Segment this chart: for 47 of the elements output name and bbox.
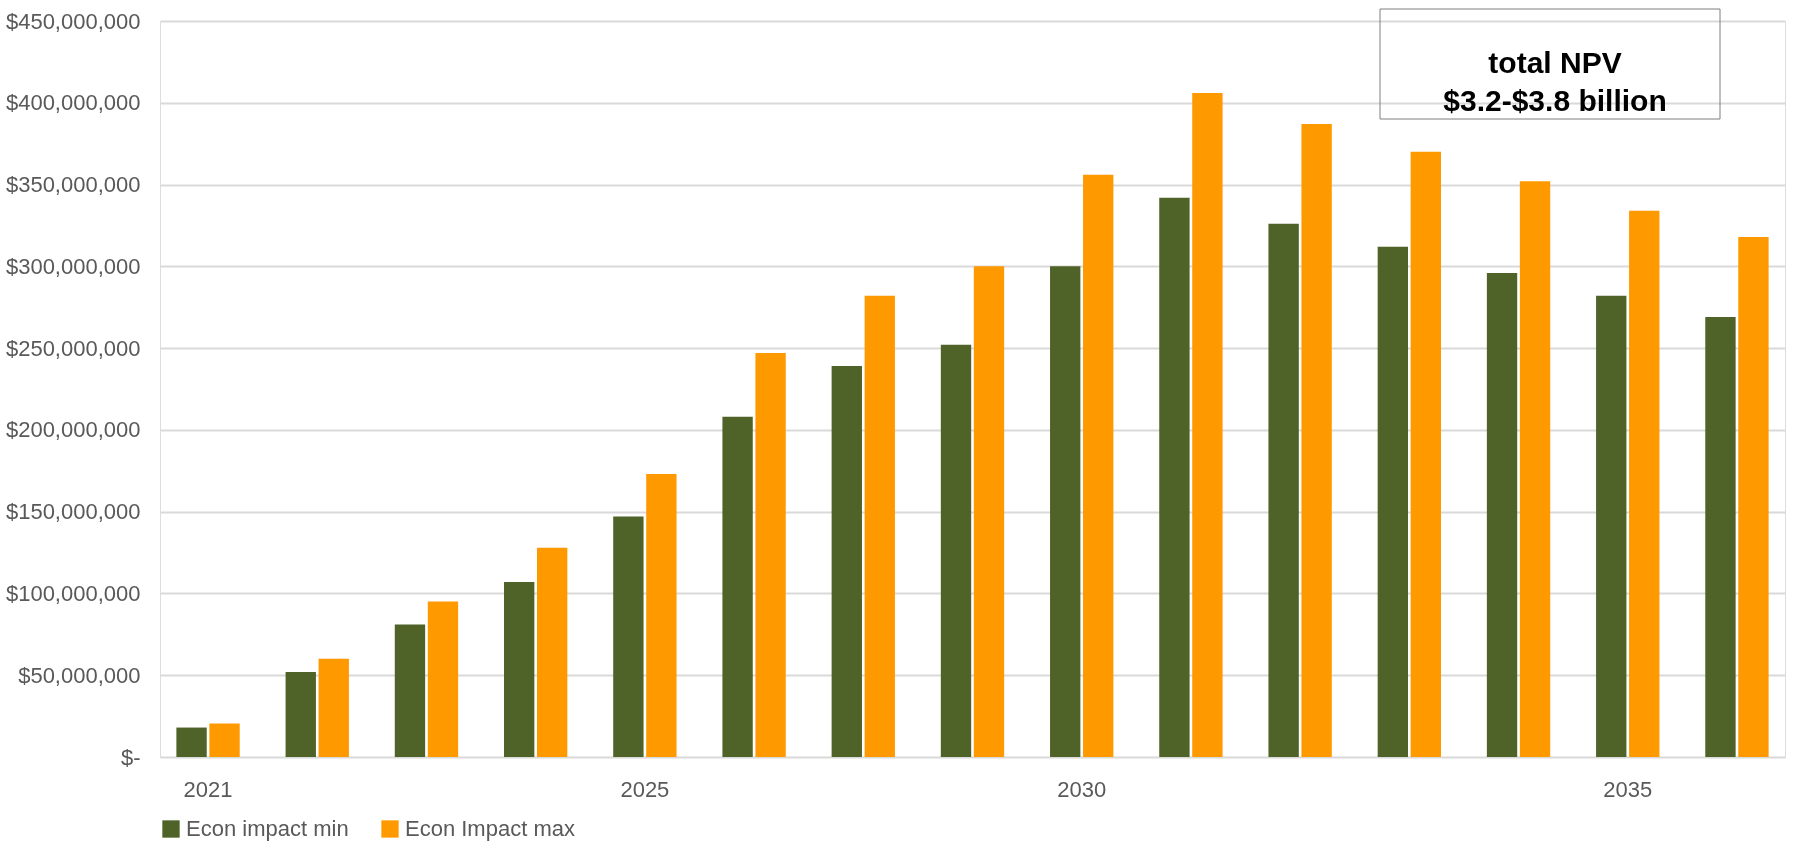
y-tick-label: $100,000,000 [5,580,141,606]
y-tick-label: $250,000,000 [5,335,141,361]
bar [1629,210,1660,757]
bar [646,474,677,757]
bar [394,624,426,757]
bar [176,727,207,757]
x-tick-label: 2025 [620,776,670,802]
bar [613,516,644,757]
bar [536,547,568,757]
y-tick-label: $200,000,000 [5,417,141,443]
x-tick-label: 2030 [1057,776,1107,802]
bar [1050,266,1081,757]
x-tick-label: 2021 [183,776,233,802]
y-tick-label: $400,000,000 [5,90,141,116]
bar [427,601,459,757]
y-tick-label: $150,000,000 [5,499,141,525]
bar [1377,246,1409,757]
bar [755,353,786,757]
bar [864,295,895,757]
y-tick-label: $350,000,000 [5,172,141,198]
bar [973,266,1005,757]
bar [1738,236,1769,757]
bar [285,671,316,757]
bar [831,366,862,757]
bar [1301,124,1332,757]
bar [1410,151,1441,757]
y-tick-label: $300,000,000 [5,253,141,279]
bar [1519,181,1551,757]
bar [1268,223,1299,757]
legend-label: Econ impact min [186,816,349,841]
bar [318,658,349,757]
y-tick-label: $50,000,000 [18,662,141,688]
bar [1486,272,1518,757]
annotation: total NPV $3.2-$3.8 billion [1443,46,1667,117]
bar [504,582,535,757]
bar [1192,92,1223,757]
bar [1596,295,1627,757]
y-tick-label: $450,000,000 [5,8,141,34]
bar [1159,197,1190,757]
bar [722,416,753,757]
bar [1705,317,1736,757]
bar [209,723,240,757]
bar [1083,174,1114,757]
y-tick-label: $- [120,744,141,770]
x-tick-label: 2035 [1603,776,1653,802]
bar [940,344,972,757]
legend-label: Econ Impact max [405,816,575,841]
